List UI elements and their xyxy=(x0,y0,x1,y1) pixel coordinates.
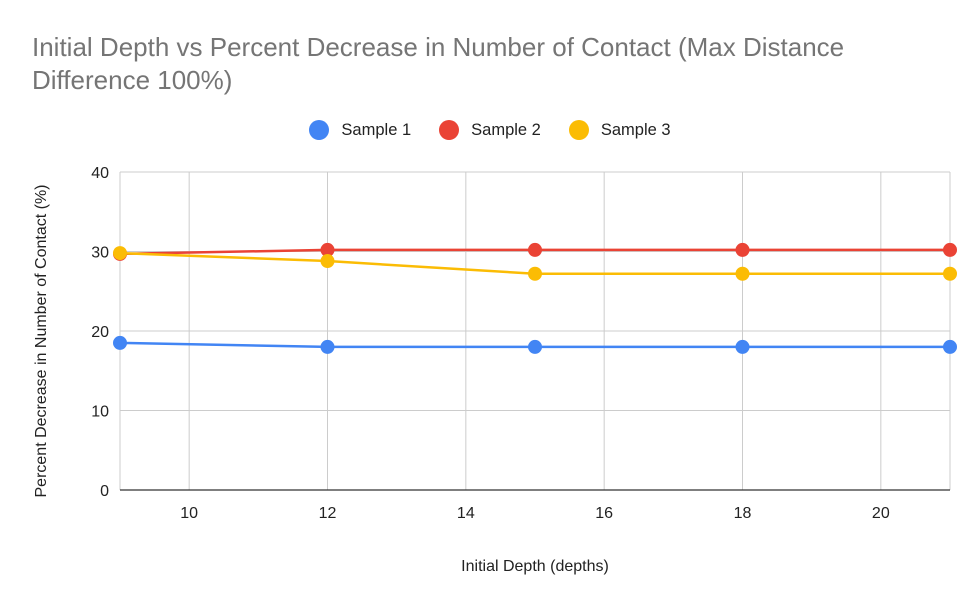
y-tick-label: 0 xyxy=(100,483,109,500)
data-point-sample-3-0[interactable] xyxy=(113,246,127,261)
grid-layer xyxy=(119,171,951,490)
legend-item-sample-2[interactable]: Sample 2 xyxy=(439,117,541,143)
data-point-sample-3-3[interactable] xyxy=(735,266,750,281)
legend-swatch-sample-1 xyxy=(309,120,330,140)
legend-label-sample-2: Sample 2 xyxy=(471,120,541,139)
x-tick-label: 10 xyxy=(180,505,198,522)
x-tick-label: 20 xyxy=(872,505,890,522)
data-point-sample-2-2[interactable] xyxy=(528,242,542,257)
data-point-sample-1-3[interactable] xyxy=(735,339,750,354)
x-tick-label: 12 xyxy=(319,505,337,522)
chart-legend: Sample 1 Sample 2 Sample 3 xyxy=(0,117,980,143)
x-tick-label: 14 xyxy=(457,505,475,522)
data-point-sample-1-1[interactable] xyxy=(320,339,335,354)
legend-swatch-sample-3 xyxy=(568,120,589,140)
y-tick-label: 40 xyxy=(91,165,109,182)
chart-title: Initial Depth vs Percent Decrease in Num… xyxy=(32,32,845,95)
data-point-sample-2-1[interactable] xyxy=(320,242,335,257)
axis-layer: 0 10 20 30 40 10 12 14 16 18 20 xyxy=(91,165,950,522)
data-point-sample-3-4[interactable] xyxy=(943,266,957,281)
legend-swatch-sample-2 xyxy=(439,120,460,140)
legend-label-sample-1: Sample 1 xyxy=(341,120,412,139)
x-axis-title: Initial Depth (depths) xyxy=(461,558,609,575)
legend-item-sample-1[interactable]: Sample 1 xyxy=(309,117,411,143)
data-point-sample-2-4[interactable] xyxy=(943,242,957,257)
data-point-sample-3-2[interactable] xyxy=(528,266,542,281)
y-tick-label: 30 xyxy=(91,245,109,262)
y-tick-label: 10 xyxy=(91,404,109,421)
legend-label-sample-3: Sample 3 xyxy=(600,120,671,139)
data-point-sample-3-1[interactable] xyxy=(320,254,335,269)
y-axis-title: Percent Decrease in Number of Contact (%… xyxy=(33,184,50,497)
data-point-sample-1-2[interactable] xyxy=(528,339,542,354)
data-point-sample-1-4[interactable] xyxy=(943,339,957,354)
legend-item-sample-3[interactable]: Sample 3 xyxy=(568,117,671,143)
x-tick-label: 18 xyxy=(734,505,752,522)
y-tick-label: 20 xyxy=(91,324,109,341)
x-tick-label: 16 xyxy=(595,505,613,522)
data-point-sample-2-3[interactable] xyxy=(735,242,750,257)
series-layer xyxy=(113,242,957,354)
data-point-sample-1-0[interactable] xyxy=(113,335,127,350)
